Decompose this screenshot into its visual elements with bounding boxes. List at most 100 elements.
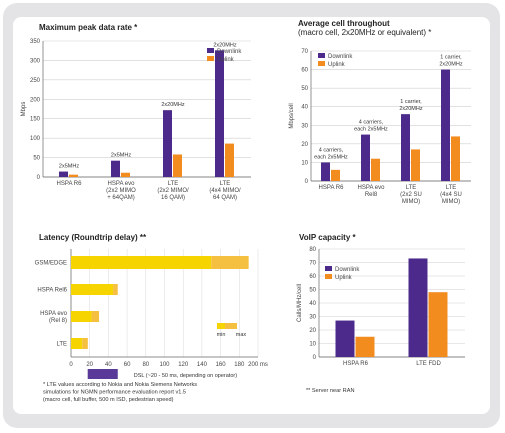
y-tick-label: 0 xyxy=(37,175,41,181)
y-tick-label: HSPA Rel6 xyxy=(37,288,67,294)
x-tick-label: LTE xyxy=(220,181,231,187)
chart-card xyxy=(13,17,490,414)
bar-annotation: 2x20MHz xyxy=(399,106,422,112)
bar-annotation: 1 carrier, xyxy=(440,55,462,61)
y-tick-label: 20 xyxy=(309,328,316,334)
x-tick-label: 20 xyxy=(86,362,93,368)
y-tick-label: 40 xyxy=(301,105,308,111)
x-tick-label: (2x2 MIMO xyxy=(106,188,136,194)
x-tick-label: + 64QAM) xyxy=(107,195,135,201)
x-tick-label: LTE xyxy=(446,185,457,191)
voip-footnote: ** Server near RAN xyxy=(306,388,355,394)
uplink-bar xyxy=(173,154,182,177)
latency-max-bar xyxy=(91,311,100,322)
x-tick-label: (4x4 MIMO/ xyxy=(209,188,241,194)
uplink-bar xyxy=(225,143,234,177)
x-tick-label: 200 ms xyxy=(248,362,268,368)
latency-footnote: (macro cell, full buffer, 500 m ISD, ped… xyxy=(43,397,174,403)
downlink-bar xyxy=(59,171,68,177)
x-tick-label: 40 xyxy=(105,362,112,368)
bar-annotation: 2x20MHz xyxy=(161,102,184,108)
y-tick-label: 50 xyxy=(301,86,308,92)
bar-annotation: each 2x5MHz xyxy=(354,127,388,133)
y-tick-label: HSPA evo xyxy=(40,311,68,317)
x-tick-label: LTE FDD xyxy=(416,361,441,367)
x-tick-label: 180 xyxy=(234,362,245,368)
legend-swatch xyxy=(318,61,325,66)
infographic-panel: Maximum peak data rate * 0 50 100 150 200 250 3… xyxy=(3,3,500,428)
bar-annotation: 2x20MHz xyxy=(213,42,236,48)
x-tick-label: LTE xyxy=(406,185,417,191)
legend-swatch xyxy=(207,48,214,53)
x-tick-label: MIMO) xyxy=(442,199,460,205)
y-tick-label: (Rel 8) xyxy=(49,318,67,324)
downlink-bar xyxy=(408,258,428,357)
x-tick-label: 80 xyxy=(142,362,149,368)
x-tick-label: HSPA R6 xyxy=(319,185,345,191)
downlink-bar xyxy=(111,160,120,177)
downlink-bar xyxy=(321,162,330,181)
bar-annotation: 2x5MHz xyxy=(59,164,79,170)
legend-label: max xyxy=(236,332,247,338)
legend-swatch xyxy=(207,56,214,61)
y-axis-label: Calls/MHz/cell xyxy=(297,284,303,322)
y-tick-label: 60 xyxy=(309,274,316,280)
y-tick-label: 200 xyxy=(30,97,41,103)
dsl-range-bar xyxy=(87,369,118,379)
uplink-bar xyxy=(69,174,78,177)
bar-annotation: 1 carrier, xyxy=(400,99,422,105)
legend-label: min xyxy=(217,332,226,338)
x-tick-label: 64 QAM) xyxy=(213,195,237,201)
legend-swatch xyxy=(325,266,332,271)
uplink-bar xyxy=(451,136,460,181)
y-tick-label: 40 xyxy=(309,301,316,307)
y-tick-label: 60 xyxy=(301,68,308,74)
legend-swatch xyxy=(225,323,237,329)
latency-max-bar xyxy=(211,256,249,269)
legend-swatch xyxy=(325,274,332,279)
x-tick-label: HSPA R6 xyxy=(57,181,83,187)
downlink-bar xyxy=(361,134,370,181)
y-tick-label: 0 xyxy=(313,355,317,361)
y-tick-label: 100 xyxy=(30,136,41,142)
y-tick-label: 30 xyxy=(309,315,316,321)
legend-label: Uplink xyxy=(217,57,235,63)
y-tick-label: LTE xyxy=(56,342,67,348)
chart-title: Average cell throughout xyxy=(298,19,390,28)
latency-min-bar xyxy=(71,256,212,269)
x-tick-label: 140 xyxy=(197,362,208,368)
y-tick-label: 300 xyxy=(30,58,41,64)
x-tick-label: (2x2 SU xyxy=(400,192,422,198)
x-tick-label: HSPA R6 xyxy=(343,361,369,367)
y-tick-label: 0 xyxy=(305,179,309,185)
y-tick-label: 250 xyxy=(30,78,41,84)
y-axis-label: Mbps xyxy=(21,102,27,117)
x-tick-label: 120 xyxy=(178,362,189,368)
y-tick-label: 150 xyxy=(30,117,41,123)
y-tick-label: GSM/EDGE xyxy=(35,261,67,267)
legend-label: Uplink xyxy=(335,275,353,281)
downlink-bar xyxy=(335,320,355,357)
legend-label: Downlink xyxy=(335,267,360,273)
y-tick-label: 350 xyxy=(30,39,41,45)
downlink-bar xyxy=(163,110,172,177)
legend-label: Uplink xyxy=(328,62,346,68)
x-tick-label: 16 QAM) xyxy=(161,195,185,201)
uplink-bar xyxy=(121,172,130,177)
y-tick-label: 50 xyxy=(309,288,316,294)
x-tick-label: HSPA evo xyxy=(358,185,386,191)
y-tick-label: 30 xyxy=(301,123,308,129)
y-tick-label: 10 xyxy=(301,160,308,166)
uplink-bar xyxy=(371,158,380,181)
bar-annotation: 2x5MHz xyxy=(111,153,131,159)
chart-title: Latency (Roundtrip delay) ** xyxy=(39,233,147,242)
x-tick-label: (2x2 MIMO/ xyxy=(157,188,189,194)
x-tick-label: MIMO) xyxy=(402,199,420,205)
x-tick-label: 60 xyxy=(124,362,131,368)
legend-swatch xyxy=(318,53,325,58)
latency-max-bar xyxy=(82,338,88,349)
x-tick-label: HSPA evo xyxy=(108,181,136,187)
x-tick-label: LTE xyxy=(168,181,179,187)
bar-annotation: 4 carriers, xyxy=(319,147,344,153)
x-tick-label: 0 xyxy=(69,362,73,368)
